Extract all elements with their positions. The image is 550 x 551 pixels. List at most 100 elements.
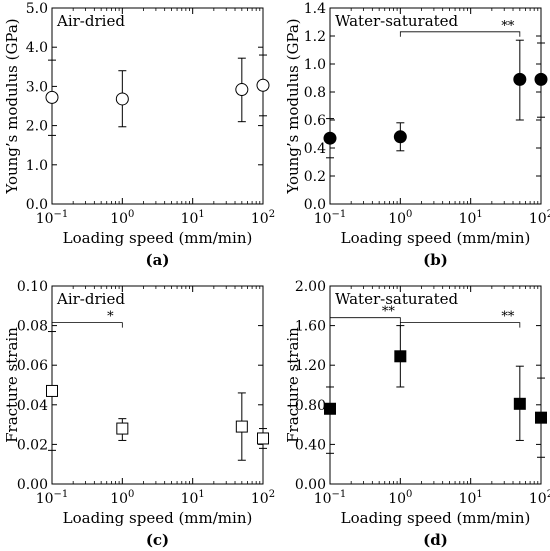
data-point	[534, 72, 548, 86]
y-tick-label: 4.0	[26, 40, 48, 56]
x-tick-base: 10	[110, 211, 128, 227]
x-tick-base: 10	[529, 491, 547, 507]
x-tick-exponent: 0	[128, 209, 134, 220]
significance-label: **	[501, 310, 515, 325]
x-tick-label: 10−1	[314, 489, 347, 507]
y-tick-label: 1.60	[295, 319, 326, 335]
x-tick-label: 101	[181, 209, 205, 227]
panel-label: (d)	[423, 531, 448, 549]
significance-bracket	[399, 31, 521, 37]
y-tick-label: 0.0	[26, 197, 48, 213]
x-tick-label: 100	[110, 209, 134, 227]
x-tick-base: 10	[251, 491, 269, 507]
x-tick-label: 10−1	[36, 489, 69, 507]
x-tick-base: 10	[36, 491, 54, 507]
x-tick-label: 102	[529, 209, 550, 227]
significance-bracket	[329, 317, 401, 323]
x-tick-label: 102	[251, 489, 275, 507]
y-tick-label: 5.0	[26, 1, 48, 17]
x-tick-base: 10	[388, 491, 406, 507]
data-point	[513, 72, 527, 86]
y-tick-label: 1.20	[295, 358, 326, 374]
significance-label: **	[501, 19, 515, 34]
data-point	[116, 422, 129, 435]
x-tick-exponent: 1	[198, 209, 204, 220]
significance-bracket	[51, 322, 123, 328]
panel-annotation: Air-dried	[56, 12, 125, 30]
x-tick-exponent: −1	[332, 489, 347, 500]
y-tick-label: 0.00	[17, 477, 48, 493]
data-point	[257, 432, 269, 445]
y-tick-label: 0.8	[304, 85, 326, 101]
x-tick-base: 10	[251, 211, 269, 227]
x-tick-exponent: −1	[54, 209, 69, 220]
y-tick-label: 2.0	[26, 119, 48, 135]
data-point	[535, 411, 547, 424]
y-tick-label: 1.4	[304, 1, 326, 17]
y-tick-label: 0.08	[17, 319, 48, 335]
data-point	[394, 350, 407, 363]
x-tick-exponent: 0	[406, 209, 412, 220]
x-tick-base: 10	[459, 211, 477, 227]
data-point	[115, 92, 129, 106]
x-tick-exponent: 0	[406, 489, 412, 500]
x-axis-label: Loading speed (mm/min)	[341, 229, 531, 247]
x-tick-exponent: 2	[269, 489, 275, 500]
data-point	[393, 130, 407, 144]
y-tick-label: 0.40	[295, 437, 326, 453]
y-tick-label: 0.00	[295, 477, 326, 493]
data-point	[46, 384, 58, 397]
data-point	[513, 397, 526, 410]
x-tick-exponent: 1	[476, 489, 482, 500]
x-tick-label: 100	[388, 489, 412, 507]
chart-panel-2: 0.00.20.40.60.81.01.21.410−1 100 101 102Loa…	[284, 1, 550, 269]
data-point	[235, 420, 248, 433]
x-tick-exponent: 1	[476, 209, 482, 220]
x-axis-label: Loading speed (mm/min)	[63, 509, 253, 527]
x-tick-base: 10	[459, 491, 477, 507]
y-tick-label: 1.2	[304, 29, 326, 45]
plot-frame	[329, 7, 542, 205]
x-tick-exponent: −1	[332, 209, 347, 220]
x-tick-exponent: 2	[547, 209, 550, 220]
panel-label: (b)	[423, 251, 448, 269]
significance-label: **	[382, 305, 396, 320]
x-tick-label: 10−1	[36, 209, 69, 227]
y-tick-label: 0.2	[304, 169, 326, 185]
x-tick-label: 100	[110, 489, 134, 507]
x-tick-exponent: 2	[547, 489, 550, 500]
y-tick-label: 1.0	[26, 158, 48, 174]
x-tick-label: 101	[459, 209, 483, 227]
y-tick-label: 0.10	[17, 279, 48, 295]
y-tick-label: 0.06	[17, 358, 48, 374]
panel-label: (c)	[146, 531, 169, 549]
y-tick-label: 0.4	[304, 141, 326, 157]
y-tick-label: 0.0	[304, 197, 326, 213]
x-tick-base: 10	[36, 211, 54, 227]
x-tick-exponent: 1	[198, 489, 204, 500]
x-tick-base: 10	[388, 211, 406, 227]
plot-frame	[51, 7, 264, 205]
x-tick-label: 101	[459, 489, 483, 507]
x-tick-label: 101	[181, 489, 205, 507]
x-tick-base: 10	[110, 491, 128, 507]
plot-frame	[51, 285, 264, 485]
x-tick-exponent: −1	[54, 489, 69, 500]
data-point	[45, 90, 59, 104]
data-point	[256, 78, 270, 92]
data-point	[323, 131, 337, 145]
x-axis-label: Loading speed (mm/min)	[63, 229, 253, 247]
panel-annotation: Water-saturated	[335, 290, 459, 308]
x-tick-base: 10	[529, 211, 547, 227]
y-axis-label: Fracture strain	[284, 327, 302, 443]
y-tick-label: 0.04	[17, 398, 48, 414]
data-point	[324, 402, 336, 415]
x-tick-label: 102	[251, 209, 275, 227]
y-tick-label: 2.00	[295, 279, 326, 295]
data-point	[235, 83, 249, 97]
x-tick-label: 100	[388, 209, 412, 227]
y-tick-label: 3.0	[26, 79, 48, 95]
